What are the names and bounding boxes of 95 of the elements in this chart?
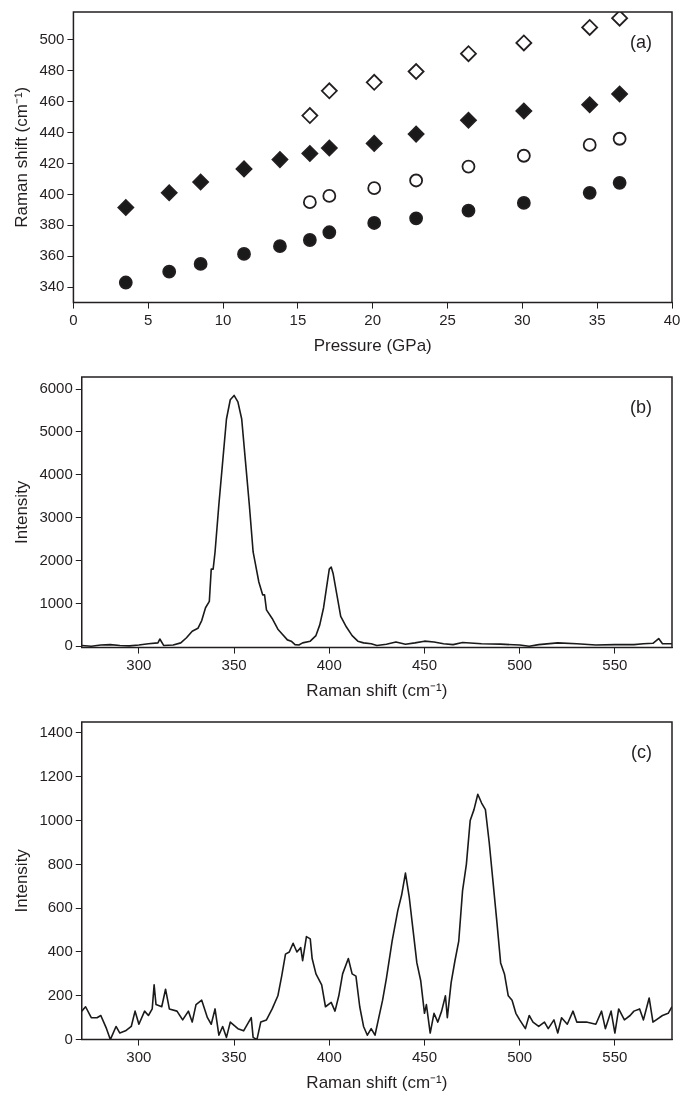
y-tick-label: 4000: [39, 464, 73, 482]
x-tick-label: 300: [126, 1047, 152, 1065]
point: [117, 199, 135, 216]
x-tick-label: 30: [514, 310, 531, 328]
point: [367, 216, 382, 230]
point: [409, 211, 424, 226]
y-tick-label: 3000: [39, 507, 73, 525]
point: [461, 203, 476, 218]
point: [160, 184, 178, 202]
point: [612, 175, 627, 190]
x-axis-title: Raman shift (cm⁻¹): [306, 1073, 448, 1093]
point: [461, 159, 476, 174]
point: [322, 225, 337, 240]
point: [515, 34, 533, 52]
y-axis-title: Raman shift (cm⁻¹): [11, 86, 31, 228]
y-tick-label: 460: [39, 91, 65, 109]
y-tick-label: 380: [39, 215, 65, 233]
y-tick-label: 400: [47, 942, 73, 960]
y-tick-label: 1400: [39, 723, 73, 741]
point: [302, 233, 317, 247]
y-tick-label: 440: [39, 122, 65, 140]
point: [367, 181, 382, 196]
point: [409, 173, 424, 188]
y-tick-label: 400: [39, 184, 65, 202]
point: [460, 45, 477, 63]
point: [271, 151, 289, 169]
x-axis-title: Pressure (GPa): [313, 336, 432, 356]
x-tick-label: 15: [289, 310, 307, 328]
y-tick-label: 2000: [39, 550, 73, 568]
point: [582, 185, 597, 200]
x-tick-label: 5: [144, 310, 153, 328]
annotation: (b): [630, 396, 652, 417]
x-tick-label: 25: [439, 310, 456, 328]
point: [612, 131, 627, 146]
x-tick-label: 500: [507, 1047, 533, 1065]
x-tick-label: 550: [602, 1047, 628, 1065]
point: [365, 73, 383, 91]
x-tick-label: 40: [663, 310, 681, 328]
y-tick-label: 340: [39, 277, 65, 295]
point: [301, 107, 319, 124]
x-tick-label: 350: [221, 655, 247, 673]
y-tick-label: 600: [47, 898, 73, 916]
point: [237, 247, 251, 261]
y-tick-label: 800: [47, 854, 73, 872]
y-axis-title: Intensity: [11, 848, 31, 913]
x-tick-label: 20: [364, 310, 382, 328]
y-tick-label: 360: [39, 246, 65, 264]
x-tick-label: 300: [126, 655, 152, 673]
point: [611, 85, 629, 103]
y-tick-label: 6000: [39, 379, 73, 397]
y-tick-label: 480: [39, 60, 65, 78]
point: [581, 19, 599, 36]
y-tick-label: 1000: [39, 810, 73, 828]
x-tick-label: 35: [588, 310, 606, 328]
y-tick-label: 0: [64, 1029, 73, 1047]
point: [192, 173, 210, 191]
point: [273, 239, 287, 254]
point: [162, 264, 177, 279]
x-tick-label: 350: [221, 1047, 247, 1065]
y-tick-label: 5000: [39, 422, 73, 440]
point: [235, 160, 253, 178]
x-tick-label: 400: [316, 655, 342, 673]
y-tick-label: 1000: [39, 593, 73, 611]
y-tick-label: 500: [39, 29, 65, 47]
y-tick-label: 0: [64, 636, 73, 654]
x-tick-label: 550: [602, 655, 628, 673]
point: [582, 138, 597, 152]
point: [460, 111, 477, 129]
x-tick-label: 450: [411, 655, 437, 673]
x-tick-label: 500: [507, 655, 533, 673]
point: [118, 275, 133, 290]
point: [407, 125, 425, 143]
annotation: (a): [630, 31, 652, 52]
point: [322, 189, 337, 203]
point: [515, 102, 533, 120]
x-tick-label: 400: [316, 1047, 342, 1065]
point: [407, 63, 425, 80]
y-tick-label: 1200: [39, 766, 73, 784]
point: [301, 145, 319, 162]
x-tick-label: 450: [411, 1047, 437, 1065]
annotation: (c): [631, 741, 652, 762]
x-axis-title: Raman shift (cm⁻¹): [306, 681, 448, 701]
point: [581, 96, 599, 114]
point: [320, 82, 338, 100]
point: [516, 148, 531, 163]
point: [193, 257, 208, 271]
y-tick-label: 420: [39, 153, 65, 171]
y-axis-title: Intensity: [11, 480, 31, 544]
point: [611, 12, 629, 27]
point: [320, 139, 338, 157]
point: [516, 196, 531, 210]
y-tick-label: 200: [47, 985, 73, 1003]
point: [365, 134, 383, 152]
x-tick-label: 10: [214, 310, 232, 328]
point: [302, 195, 317, 210]
